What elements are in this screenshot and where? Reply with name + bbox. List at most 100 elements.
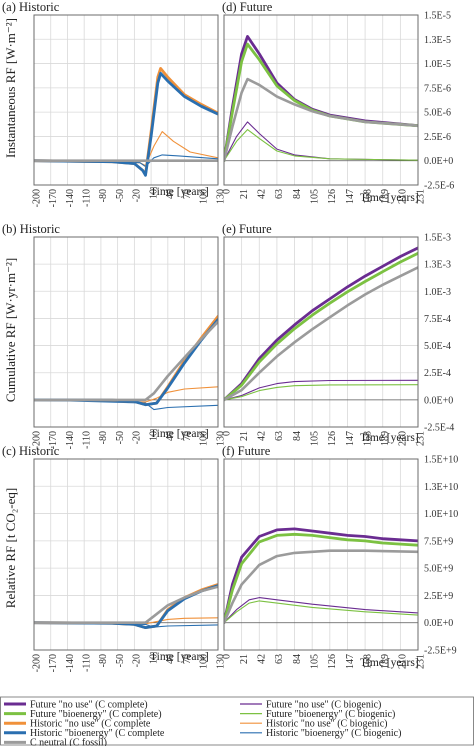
panel-a: -200 -170 -140 -110 -80 -50 -20 10 40 70 100 130 <box>31 14 226 207</box>
x-tick-label: -140 <box>65 431 76 449</box>
y-tick-label: 7.5E+9 <box>424 536 453 547</box>
series-line <box>34 320 218 402</box>
x-tick-label: -200 <box>31 654 42 672</box>
x-tick-label: 100 <box>199 654 210 669</box>
series-line <box>224 527 418 625</box>
x-tick-label: 42 <box>257 431 268 441</box>
y-tick-label: 1.5E-5 <box>424 11 451 22</box>
series-line <box>34 67 218 176</box>
x-tick-label: 189 <box>380 189 391 204</box>
x-tick-label: 10 <box>148 189 159 199</box>
plot-frame <box>33 458 219 651</box>
x-tick-label: 63 <box>274 189 285 199</box>
xlabel-e: Time [years] <box>360 432 419 444</box>
legend-label: Future "no use" (C biogenic) <box>266 699 381 710</box>
series-line <box>224 129 418 162</box>
series-line <box>34 583 218 629</box>
x-tick-label: 147 <box>345 189 356 204</box>
y-tick-label: 1.3E-5 <box>424 35 451 46</box>
x-tick-label: -80 <box>98 431 109 444</box>
series-line <box>224 121 418 162</box>
panel-title-c: (c) Historic <box>2 444 60 458</box>
x-tick-label: 105 <box>309 189 320 204</box>
series-layer <box>224 527 418 625</box>
series-line <box>224 549 418 624</box>
xlabel-b: Time [years] <box>150 428 209 440</box>
series-line <box>224 384 418 401</box>
legend-label: Future "bioenergy" (C complete) <box>30 709 162 720</box>
x-tick-label: 168 <box>362 189 373 204</box>
x-tick-label: 210 <box>398 431 409 446</box>
x-tick-label: -50 <box>115 654 126 667</box>
x-tick-label: 0 <box>221 189 232 194</box>
ylabel-cumulative: Cumulative RF [W·yr·m⁻²] <box>3 258 18 402</box>
x-tick-label: 130 <box>215 189 226 204</box>
x-tick-label: -110 <box>81 189 92 207</box>
y-tick-label: 0.0E+0 <box>424 156 453 167</box>
series-line <box>224 597 418 624</box>
series-line <box>224 251 418 402</box>
y-tick-label: 1.5E-3 <box>424 233 451 244</box>
x-tick-label: -80 <box>98 654 109 667</box>
x-tick-label: -110 <box>81 431 92 449</box>
x-tick-label: 189 <box>380 654 391 669</box>
x-tick-label: 231 <box>415 189 426 204</box>
y-tick-label: 0.0E+0 <box>424 618 453 629</box>
panel-title-f: (f) Future <box>222 444 271 458</box>
x-tick-label: 210 <box>398 654 409 669</box>
y-tick-label: 7.5E-6 <box>424 83 451 94</box>
panel-title-d: (d) Future <box>222 0 273 14</box>
x-tick-label: -200 <box>31 431 42 449</box>
y-tick-label: 1.5E+10 <box>424 455 458 466</box>
x-tick-label: -20 <box>132 189 143 202</box>
x-tick-label: -200 <box>31 189 42 207</box>
x-tick-label: 130 <box>215 654 226 669</box>
x-tick-label: 21 <box>239 654 250 664</box>
x-tick-label: 63 <box>274 431 285 441</box>
series-layer <box>34 67 218 177</box>
x-tick-label: 21 <box>239 189 250 199</box>
x-tick-label: 100 <box>199 431 210 446</box>
x-tick-label: 63 <box>274 654 285 664</box>
xlabel-a: Time [years] <box>150 186 209 198</box>
xlabel-c: Time [years] <box>150 651 209 663</box>
y-tick-label: 5.0E-4 <box>424 341 451 352</box>
x-tick-label: 147 <box>345 654 356 669</box>
x-tick-label: 210 <box>398 189 409 204</box>
y-tick-label: 2.5E-6 <box>424 132 451 143</box>
series-layer <box>224 35 418 163</box>
y-tick-label: 5.0E-6 <box>424 108 451 119</box>
y-tick-label: 2.5E+9 <box>424 591 453 602</box>
y-tick-label: 5.0E+9 <box>424 564 453 575</box>
series-line <box>224 35 418 163</box>
series-layer <box>34 314 218 411</box>
panel-title-a: (a) Historic <box>2 0 60 14</box>
panel-title-e: (e) Future <box>222 222 272 236</box>
x-tick-label: 126 <box>327 431 338 446</box>
legend: Future "no use" (C complete) Future "no u… <box>0 696 474 746</box>
x-tick-label: 126 <box>327 654 338 669</box>
series-line <box>34 71 218 177</box>
y-tick-label: -2.5E+9 <box>424 646 457 657</box>
panel-d: 0 21 42 63 84 105 126 147 168 189 210 231 1.5E-5 1.3E… <box>221 11 454 205</box>
plot-frame <box>223 236 419 428</box>
y-tick-label: 2.5E-4 <box>424 368 451 379</box>
y-tick-label: 1.0E+10 <box>424 509 458 520</box>
series-line <box>224 379 418 401</box>
x-tick-label: 0 <box>221 654 232 659</box>
x-tick-label: -170 <box>48 654 59 672</box>
x-tick-label: -80 <box>98 189 109 202</box>
panel-e: 0 21 42 63 84 105 126 147 168 189 210 231 1.5E-3 1.3E… <box>221 233 454 447</box>
x-tick-label: 40 <box>165 189 176 199</box>
ylabel-instantaneous: Instantaneous RF [W·m⁻²] <box>3 18 18 158</box>
x-tick-label: -140 <box>65 189 76 207</box>
xlabel-f: Time [years] <box>360 657 419 669</box>
legend-label: Historic "bioenergy" (C complete <box>30 728 165 739</box>
plot-frame <box>33 14 219 186</box>
x-tick-label: -20 <box>132 654 143 667</box>
panel-title-b: (b) Historic <box>2 222 60 236</box>
x-tick-label: -20 <box>132 431 143 444</box>
x-tick-label: -110 <box>81 654 92 672</box>
